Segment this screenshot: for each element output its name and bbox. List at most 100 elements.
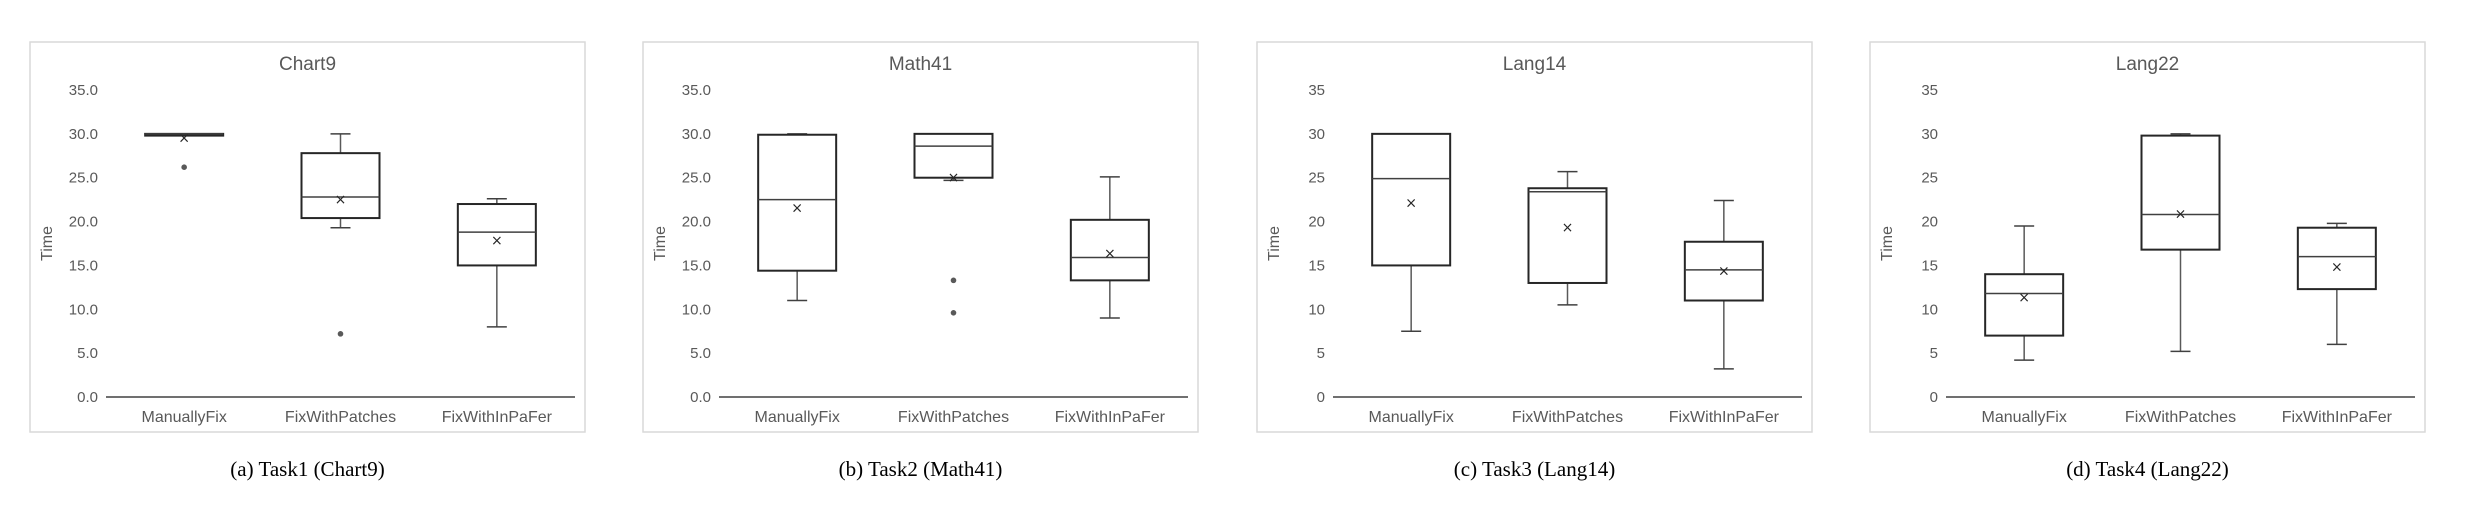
category-label: FixWithPatches	[1512, 409, 1623, 426]
iqr-box	[1683, 240, 1764, 302]
y-tick-label: 15.0	[69, 257, 98, 274]
iqr-box	[300, 152, 381, 220]
box-group: ×	[1069, 176, 1150, 319]
category-label: ManuallyFix	[754, 409, 839, 426]
box-group: ×	[300, 133, 381, 337]
y-tick-label: 15.0	[682, 257, 711, 274]
y-tick-label: 15	[1308, 257, 1325, 274]
box-group: ×	[1984, 225, 2065, 361]
iqr-box	[1527, 187, 1608, 284]
box-group: ×	[913, 132, 994, 316]
y-tick-label: 0	[1317, 389, 1325, 406]
mean-marker: ×	[2018, 290, 2030, 306]
box-group: ×	[456, 198, 537, 328]
box-group: ×	[1371, 132, 1452, 332]
chart-panel: Lang14 0 5 10 15 20 25 30 35 Time ManuallyFix × FixW…	[1256, 41, 1813, 433]
iqr-box	[1069, 218, 1150, 282]
y-tick-label: 0.0	[690, 389, 711, 406]
mean-marker: ×	[491, 233, 503, 249]
chart-title: Lang14	[1503, 54, 1567, 75]
mean-marker: ×	[948, 170, 960, 186]
iqr-box	[2296, 226, 2377, 291]
y-axis-title: Time	[652, 226, 669, 261]
y-tick-label: 30	[1308, 126, 1325, 143]
iqr-box	[1371, 132, 1452, 267]
y-tick-label: 10	[1921, 301, 1938, 318]
y-tick-label: 30	[1921, 126, 1938, 143]
y-tick-label: 0.0	[77, 389, 98, 406]
mean-marker: ×	[178, 130, 190, 146]
y-tick-label: 35	[1921, 82, 1938, 99]
category-label: ManuallyFix	[141, 409, 226, 426]
mean-marker: ×	[1104, 246, 1116, 262]
box-group: ×	[1683, 199, 1764, 370]
box-group: ×	[2296, 222, 2377, 346]
category-label: ManuallyFix	[1981, 409, 2066, 426]
category-label: FixWithInPaFer	[2282, 409, 2393, 426]
box-group: ×	[757, 133, 838, 302]
y-axis-title: Time	[1266, 226, 1283, 261]
box-group: ×	[1527, 170, 1608, 306]
iqr-box	[2140, 134, 2221, 251]
mean-marker: ×	[335, 192, 347, 208]
y-tick-label: 5	[1317, 345, 1325, 362]
y-tick-label: 25.0	[69, 170, 98, 187]
mean-marker: ×	[1718, 264, 1730, 280]
outlier-point	[950, 309, 957, 316]
iqr-box	[456, 203, 537, 267]
y-tick-label: 5.0	[690, 345, 711, 362]
chart-panel: Chart9 0.0 5.0 10.0 15.0 20.0 25.0 30.0 35.0 Time…	[29, 41, 586, 433]
iqr-box	[757, 133, 838, 272]
subfigure-caption: (c) Task3 (Lang14)	[1454, 457, 1615, 481]
outlier-point	[950, 277, 957, 284]
chart-title: Lang22	[2116, 54, 2179, 75]
y-axis-title: Time	[1879, 226, 1896, 261]
y-tick-label: 25.0	[682, 170, 711, 187]
subfigure-caption: (d) Task4 (Lang22)	[2066, 457, 2229, 481]
category-label: FixWithPatches	[285, 409, 396, 426]
chart-panel: Lang22 0 5 10 15 20 25 30 35 Time ManuallyFix × FixW…	[1869, 41, 2426, 433]
y-axis-title: Time	[39, 226, 56, 261]
category-label: FixWithInPaFer	[1669, 409, 1780, 426]
category-label: FixWithInPaFer	[442, 409, 553, 426]
y-tick-label: 20.0	[69, 214, 98, 231]
box-group: ×	[144, 130, 225, 170]
iqr-box	[1984, 273, 2065, 337]
y-tick-label: 25	[1308, 170, 1325, 187]
subfigure-caption: (a) Task1 (Chart9)	[230, 457, 384, 481]
y-tick-label: 35	[1308, 82, 1325, 99]
y-tick-label: 30.0	[69, 126, 98, 143]
outlier-point	[181, 164, 187, 170]
chart-title: Math41	[889, 54, 952, 75]
mean-marker: ×	[1405, 195, 1417, 211]
iqr-box	[913, 132, 994, 179]
y-tick-label: 25	[1921, 170, 1938, 187]
y-tick-label: 10.0	[69, 301, 98, 318]
y-tick-label: 0	[1930, 389, 1938, 406]
mean-marker: ×	[791, 201, 803, 217]
category-label: FixWithInPaFer	[1055, 409, 1166, 426]
category-label: ManuallyFix	[1368, 409, 1453, 426]
outlier-point	[337, 331, 344, 337]
y-tick-label: 10	[1308, 301, 1325, 318]
y-tick-label: 20	[1921, 214, 1938, 231]
box-group: ×	[2140, 133, 2221, 353]
category-label: FixWithPatches	[898, 409, 1009, 426]
y-tick-label: 35.0	[69, 82, 98, 99]
y-tick-label: 10.0	[682, 301, 711, 318]
y-tick-label: 20	[1308, 214, 1325, 231]
y-tick-label: 30.0	[682, 126, 711, 143]
chart-title: Chart9	[279, 54, 336, 75]
category-label: FixWithPatches	[2125, 409, 2236, 426]
y-tick-label: 35.0	[682, 82, 711, 99]
subfigure-caption: (b) Task2 (Math41)	[839, 457, 1003, 481]
mean-marker: ×	[1562, 220, 1574, 236]
y-tick-label: 5.0	[77, 345, 98, 362]
mean-marker: ×	[2331, 259, 2343, 275]
y-tick-label: 15	[1921, 257, 1938, 274]
y-tick-label: 5	[1930, 345, 1938, 362]
chart-panel: Math41 0.0 5.0 10.0 15.0 20.0 25.0 30.0 35.0 Time…	[642, 41, 1199, 433]
y-tick-label: 20.0	[682, 214, 711, 231]
mean-marker: ×	[2175, 207, 2187, 223]
